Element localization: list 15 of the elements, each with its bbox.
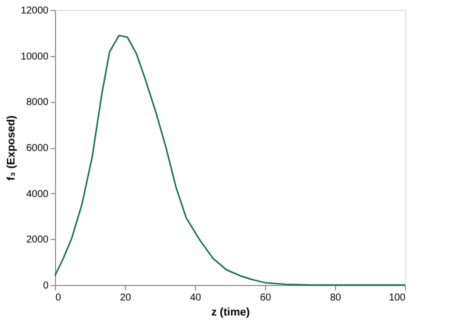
y-tick-label: 2000 — [26, 234, 49, 246]
x-tick-label: 80 — [330, 292, 342, 304]
y-tick-label: 6000 — [26, 143, 49, 154]
y-tick-label: 0 — [42, 280, 49, 292]
y-tick-label: 10000 — [20, 51, 49, 62]
y-axis-title: f₃ (Exposed) — [6, 115, 18, 180]
x-tick-label: 20 — [120, 292, 132, 304]
x-tick-label: 100 — [388, 292, 406, 304]
x-axis-title: z (time) — [211, 306, 250, 318]
y-tick-label: 8000 — [26, 97, 49, 108]
x-tick-label: 60 — [260, 292, 272, 304]
y-tick-label: 4000 — [26, 188, 49, 200]
x-tick-label: 40 — [190, 292, 202, 304]
y-tick-label: 12000 — [20, 6, 49, 16]
x-tick-label: 0 — [56, 292, 62, 304]
